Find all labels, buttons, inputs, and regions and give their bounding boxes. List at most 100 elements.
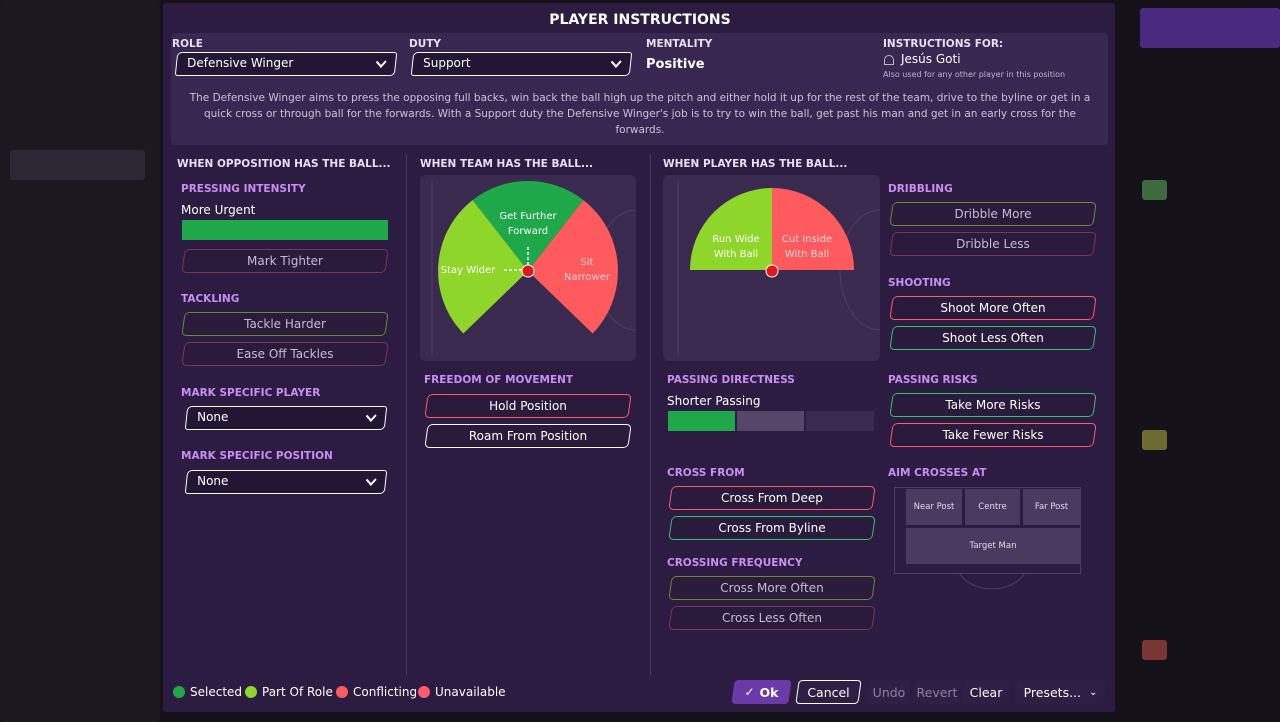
also-used-note: Also used for any other player in this p… <box>883 70 1066 79</box>
legend-dot <box>336 686 348 698</box>
sidebar <box>0 0 160 722</box>
bg-tile <box>1142 180 1167 200</box>
instruction-button[interactable]: Take More Risks <box>891 393 1095 417</box>
wedge-wider[interactable] <box>438 200 528 334</box>
legend-label: Part Of Role <box>262 685 333 699</box>
group-label: DRIBBLING <box>888 183 953 195</box>
pitch-label: Get Further Forward <box>499 211 557 237</box>
label: Hold Position <box>489 399 567 413</box>
group-label: FREEDOM OF MOVEMENT <box>424 374 574 386</box>
slider-value: Shorter Passing <box>667 394 761 408</box>
label: Mark Tighter <box>247 254 323 268</box>
slider-bar[interactable] <box>182 220 388 240</box>
group-label: TACKLING <box>181 293 240 305</box>
divider <box>406 155 407 675</box>
label: Cross From Byline <box>718 521 826 535</box>
instruction-button[interactable]: Ease Off Tackles <box>183 342 387 366</box>
target-cell[interactable]: Far Post <box>1023 489 1080 525</box>
group-label: AIM CROSSES AT <box>888 467 987 479</box>
cancel-button[interactable]: Cancel <box>795 680 862 704</box>
legend-label: Conflicting <box>353 685 418 699</box>
header-panel <box>171 33 1108 145</box>
label: Dribble Less <box>956 237 1030 251</box>
label: Take Fewer Risks <box>942 428 1044 442</box>
player: Jesús Goti <box>901 52 961 66</box>
instruction-button[interactable]: Dribble Less <box>891 232 1095 256</box>
wedge-narrower[interactable] <box>528 200 618 334</box>
ok-button[interactable]: ✓ Ok <box>731 680 792 704</box>
mentality-label: MENTALITY <box>646 38 713 50</box>
wedge-cut-inside[interactable] <box>772 188 854 270</box>
instruction-button[interactable]: Roam From Position <box>426 424 630 448</box>
group-label: PASSING DIRECTNESS <box>667 374 795 386</box>
label: Revert <box>916 684 958 700</box>
continue-button <box>1140 8 1280 48</box>
instruction-button[interactable]: Mark Tighter <box>183 249 387 273</box>
label: Presets... <box>1023 684 1082 700</box>
target-cell[interactable]: Target Man <box>906 528 1080 564</box>
instruction-button[interactable]: Cross From Deep <box>670 486 874 510</box>
presets-button[interactable]: Presets... ⌄ <box>1016 680 1105 704</box>
legend-dot <box>173 686 185 698</box>
player-marker <box>521 264 535 278</box>
slider-segment[interactable] <box>806 411 874 431</box>
label: Cross More Often <box>720 581 824 595</box>
instruction-button[interactable]: Shoot More Often <box>891 296 1095 320</box>
slider-value: More Urgent <box>181 203 256 217</box>
legend-dot <box>418 686 430 698</box>
pitch-label: Run Wide With Ball <box>712 234 760 260</box>
group-label: PRESSING INTENSITY <box>181 183 306 195</box>
label: Cancel <box>807 684 850 700</box>
instruction-button[interactable]: Tackle Harder <box>183 312 387 336</box>
player-marker <box>765 264 779 278</box>
section-heading: WHEN TEAM HAS THE BALL... <box>420 158 593 170</box>
instruction-button[interactable]: Cross More Often <box>670 576 874 600</box>
instruction-button[interactable]: Take Fewer Risks <box>891 423 1095 447</box>
instruction-button[interactable]: Shoot Less Often <box>891 326 1095 350</box>
label: Ok <box>759 684 779 700</box>
sidebar-item <box>10 150 145 180</box>
label: Take More Risks <box>945 398 1041 412</box>
instructions-for-label: INSTRUCTIONS FOR: <box>883 38 1004 50</box>
target-area <box>894 487 1081 574</box>
label: Cross Less Often <box>721 611 823 625</box>
instruction-button[interactable]: Cross From Byline <box>670 516 874 540</box>
mentality: Positive <box>646 57 705 72</box>
instruction-button[interactable]: Dribble More <box>891 202 1095 226</box>
slider-segment[interactable] <box>737 411 804 431</box>
label: Tackle Harder <box>244 317 326 331</box>
instruction-button[interactable]: Hold Position <box>426 394 630 418</box>
target-cell[interactable]: Near Post <box>906 489 962 525</box>
role-label: ROLE <box>172 38 203 50</box>
role-description: The Defensive Winger aims to press the o… <box>189 92 1091 136</box>
label: Undo <box>872 684 906 700</box>
title: PLAYER INSTRUCTIONS <box>549 12 731 28</box>
undo-button[interactable]: Undo <box>868 680 910 704</box>
group-label: MARK SPECIFIC POSITION <box>181 450 333 462</box>
target-cell[interactable]: Centre <box>965 489 1020 525</box>
bg-tile <box>1142 640 1167 660</box>
legend-dot <box>245 686 257 698</box>
section-heading: WHEN OPPOSITION HAS THE BALL... <box>177 158 391 170</box>
slider-segment[interactable] <box>668 411 735 431</box>
label: Ease Off Tackles <box>236 347 334 361</box>
wedge-run-wide[interactable] <box>690 188 772 270</box>
group-label: CROSSING FREQUENCY <box>667 557 803 569</box>
clear-button[interactable]: Clear <box>963 680 1009 704</box>
group-label: CROSS FROM <box>667 467 745 479</box>
bg-tile <box>1142 430 1167 450</box>
wedge-forward[interactable] <box>472 181 584 271</box>
label: Clear <box>969 684 1003 700</box>
label: Shoot Less Often <box>942 331 1044 345</box>
group-label: PASSING RISKS <box>888 374 978 386</box>
label: Dribble More <box>954 207 1032 221</box>
instruction-button[interactable]: Cross Less Often <box>670 606 874 630</box>
divider <box>650 155 651 675</box>
group-label: MARK SPECIFIC PLAYER <box>181 387 321 399</box>
label: Roam From Position <box>468 429 588 443</box>
revert-button[interactable]: Revert <box>914 680 960 704</box>
pitch-label: Sit Narrower <box>564 257 610 283</box>
section-heading: WHEN PLAYER HAS THE BALL... <box>663 158 848 170</box>
